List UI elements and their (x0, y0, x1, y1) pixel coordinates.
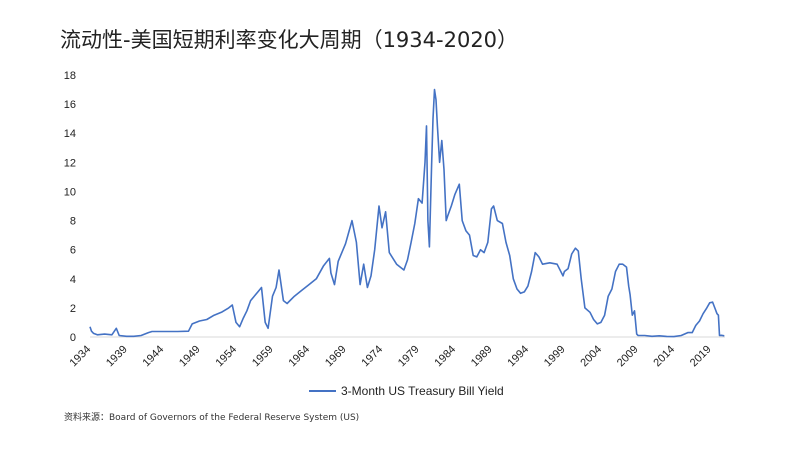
legend: 3-Month US Treasury Bill Yield (309, 384, 504, 398)
x-tick-label: 1999 (542, 343, 568, 369)
y-tick-label: 18 (64, 70, 76, 82)
x-tick-label: 1944 (140, 343, 166, 369)
y-tick-label: 4 (70, 274, 76, 286)
x-tick-label: 1934 (67, 343, 93, 369)
x-tick-label: 2019 (688, 343, 714, 369)
y-tick-label: 0 (70, 332, 76, 344)
x-tick-label: 1954 (213, 343, 239, 369)
x-tick-label: 1969 (323, 343, 349, 369)
x-tick-label: 1959 (250, 343, 276, 369)
x-tick-label: 1994 (505, 343, 531, 369)
x-tick-label: 2014 (651, 343, 677, 369)
y-tick-label: 14 (64, 128, 76, 140)
source-note: 资料来源：Board of Governors of the Federal R… (64, 413, 360, 423)
x-tick-label: 1974 (359, 343, 385, 369)
y-tick-label: 8 (70, 216, 76, 228)
x-tick-label: 2009 (615, 343, 641, 369)
legend-label: 3-Month US Treasury Bill Yield (341, 384, 504, 398)
series-line-3-month-tbill (89, 88, 725, 338)
x-axis-ticks: 1934 1939 1944 1949 1954 1959 1964 1969 1974 1979… (67, 343, 713, 369)
y-tick-label: 6 (70, 245, 76, 257)
y-tick-label: 12 (64, 157, 76, 169)
y-tick-label: 10 (64, 186, 76, 198)
chart-title: 流动性-美国短期利率变化大周期（1934-2020） (60, 28, 519, 52)
y-tick-label: 16 (64, 99, 76, 111)
y-tick-label: 2 (70, 303, 76, 315)
x-tick-label: 1939 (104, 343, 130, 369)
x-tick-label: 1989 (469, 343, 495, 369)
x-tick-label: 1964 (286, 343, 312, 369)
x-tick-label: 1949 (177, 343, 203, 369)
x-tick-label: 1984 (432, 343, 458, 369)
x-tick-label: 1979 (396, 343, 422, 369)
x-tick-label: 2004 (578, 343, 604, 369)
y-axis-ticks: 0 2 4 6 8 10 12 14 16 18 (64, 70, 76, 344)
